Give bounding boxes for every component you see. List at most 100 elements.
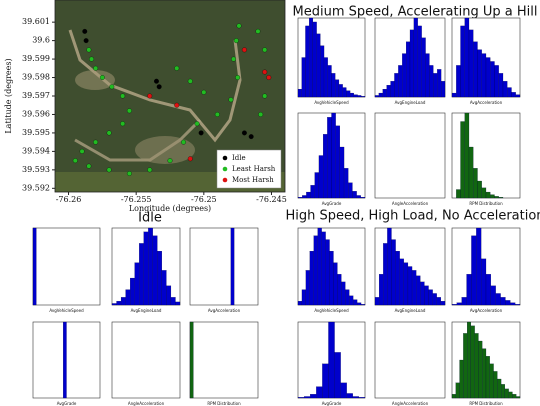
histogram-bar (478, 340, 483, 399)
histogram-bar (382, 88, 387, 98)
histogram-x-label: AngleAcceleration (392, 201, 429, 206)
histogram-bar (485, 57, 491, 98)
histogram-bar (313, 235, 318, 306)
histogram-bar (451, 92, 457, 98)
histogram-bar (459, 359, 464, 399)
x-axis-label: Longitude (degrees) (129, 204, 211, 213)
histogram-bar (345, 289, 350, 306)
histogram-bar (148, 227, 153, 306)
histogram-bar (353, 94, 358, 98)
histogram-bar (323, 134, 328, 199)
histogram-bar (125, 289, 131, 306)
x-tick-label: -76.245 (256, 195, 287, 204)
point (82, 28, 88, 34)
histogram-bar (341, 281, 346, 306)
histogram-bar (329, 251, 334, 306)
histogram-bar (346, 90, 351, 98)
histogram-bar (456, 302, 462, 306)
legend-label: Most Harsh (232, 176, 274, 184)
histogram-bar (361, 96, 366, 98)
histogram-bar (493, 371, 498, 399)
x-tick-label: -76.255 (121, 195, 152, 204)
point (233, 38, 239, 44)
point (147, 93, 153, 99)
point (72, 158, 78, 164)
histogram-bar (481, 258, 487, 306)
histogram-x-label: AvgGrade (322, 401, 342, 406)
histogram-bar (433, 73, 438, 98)
histogram-bar (134, 262, 140, 306)
histogram-bar (312, 21, 317, 98)
histogram-bar (510, 302, 516, 306)
histogram-bar (451, 304, 457, 306)
legend-marker (222, 155, 228, 161)
point (255, 28, 261, 34)
histogram-bar (494, 196, 499, 199)
histogram-bar (421, 37, 426, 98)
point (198, 130, 204, 136)
histogram-bar (297, 397, 305, 399)
histogram-bar (455, 382, 460, 399)
histogram-bar (230, 227, 235, 306)
histogram-bar (477, 49, 482, 98)
histogram-bar (383, 243, 388, 306)
histogram-bar (305, 25, 310, 98)
histogram-bar (500, 297, 506, 306)
histogram-bar (152, 235, 158, 306)
histogram-bar (310, 394, 317, 399)
histogram-bar (331, 73, 336, 98)
point (167, 158, 173, 164)
histogram-bar (353, 299, 358, 306)
histogram-bar (391, 239, 396, 306)
histogram-bar (120, 297, 126, 306)
point (241, 47, 247, 53)
point (174, 65, 180, 71)
histogram-bar (395, 251, 400, 306)
histogram-bar (309, 17, 313, 98)
histogram-bar (387, 227, 392, 306)
panel-title: Idle (138, 211, 162, 226)
histogram-bar (386, 85, 391, 98)
histogram-bar (317, 227, 322, 306)
histogram-bar (456, 189, 461, 199)
point (79, 148, 85, 154)
histogram-bar (139, 243, 144, 306)
histogram-bar (379, 274, 384, 306)
histogram-bar (436, 297, 441, 306)
histogram-bar (508, 391, 513, 399)
histogram-bar (346, 393, 353, 399)
histogram-bar (374, 95, 379, 98)
histogram-bar (468, 29, 474, 98)
histogram-bar (402, 53, 407, 98)
histogram-bar (297, 301, 303, 306)
point (201, 89, 207, 95)
y-axis-label: Latitude (degrees) (4, 58, 13, 133)
histogram-bar (407, 266, 413, 306)
point (258, 112, 264, 117)
histogram-frame (189, 227, 259, 306)
point (174, 102, 180, 108)
histogram-bar (502, 81, 508, 98)
histogram-bar (441, 81, 446, 98)
histogram-bar (466, 274, 472, 306)
histogram-x-label: RPM Distribution (469, 401, 503, 406)
histogram-bar (297, 197, 303, 199)
histogram-bar (504, 388, 509, 399)
histogram-bar (498, 73, 504, 98)
histogram-bar (322, 363, 329, 399)
histogram-bar (461, 297, 467, 306)
histogram-bar (429, 65, 434, 98)
point (236, 23, 242, 29)
point (109, 84, 115, 90)
histogram-bar (352, 191, 357, 199)
histogram-bar (325, 239, 330, 306)
histogram-bar (310, 185, 315, 199)
point (262, 69, 268, 75)
legend-box (216, 149, 282, 189)
histogram-bar (360, 197, 366, 199)
histogram-bar (339, 146, 345, 199)
histogram-bar (460, 121, 465, 199)
point (231, 56, 237, 62)
histogram-bar (301, 57, 306, 98)
histogram-bar (485, 191, 491, 199)
